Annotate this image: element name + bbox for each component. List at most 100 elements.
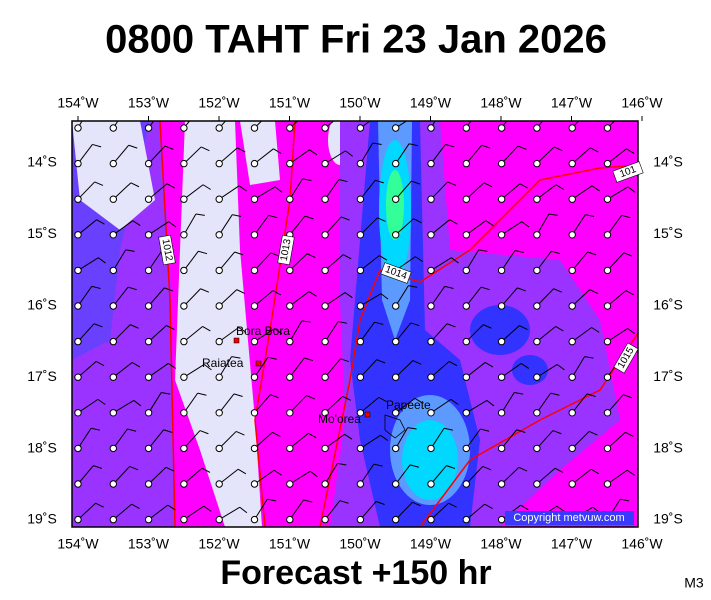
wind-station (321, 266, 329, 275)
wind-station (462, 373, 470, 381)
wind-barb (448, 361, 458, 367)
wind-barb (626, 469, 635, 476)
wind-shaft (395, 464, 411, 485)
wind-shaft (501, 287, 518, 307)
wind-barb (374, 321, 384, 325)
wind-station (250, 124, 259, 132)
wind-barb (165, 466, 175, 472)
wind-barb (125, 249, 135, 252)
wind-station (568, 302, 576, 310)
lon-label-bottom: 152˚W (198, 536, 240, 552)
wind-shaft (643, 179, 656, 199)
wind-barb (301, 320, 311, 323)
wind-station (427, 231, 435, 239)
wind-station (497, 124, 506, 132)
wind-shaft (395, 427, 409, 449)
wind-barb (238, 185, 247, 192)
wind-station (144, 195, 153, 203)
wind-barb (164, 287, 173, 292)
wind-station (392, 444, 400, 453)
wind-shaft (395, 322, 412, 342)
wind-station (568, 444, 576, 453)
wind-shaft (289, 320, 303, 342)
wind-shaft (77, 257, 99, 271)
wind-station (603, 444, 612, 453)
wind-shaft (183, 213, 197, 236)
wind-barb (273, 469, 282, 476)
wind-station (74, 409, 82, 417)
wind-shaft (183, 288, 201, 307)
wind-shaft (324, 433, 345, 449)
wind-shaft (324, 121, 335, 129)
wind-barb (303, 499, 313, 503)
wind-barb (377, 217, 386, 222)
isobar-value: 1012 (160, 238, 175, 262)
wind-station (640, 410, 646, 416)
wind-shaft (218, 356, 232, 378)
wind-shaft (571, 393, 588, 414)
wind-shaft (289, 499, 304, 520)
wind-station (533, 124, 541, 132)
wind-barb (483, 324, 492, 329)
lon-label-top: 147˚W (551, 95, 593, 111)
wind-shaft (254, 121, 263, 129)
wind-barb (304, 215, 314, 220)
wind-station (74, 124, 82, 132)
wind-barb (309, 149, 318, 156)
wind-station (286, 195, 294, 203)
wind-shaft (254, 148, 274, 164)
wind-station (427, 337, 435, 346)
wind-shaft (360, 179, 376, 200)
wind-shaft (430, 257, 452, 271)
wind-barb (304, 357, 314, 361)
wind-barb (627, 186, 636, 193)
wind-barb (451, 257, 459, 264)
lon-label-bottom: 151˚W (269, 536, 311, 552)
wind-shaft (607, 215, 623, 236)
copyright: Copyright metvuw.com (513, 512, 624, 524)
wind-shaft (465, 182, 485, 200)
wind-shaft (536, 392, 552, 414)
wind-barb (127, 286, 137, 291)
lat-label-left: 18˚S (27, 439, 57, 455)
wind-barb (376, 359, 386, 364)
wind-barb (94, 181, 104, 186)
wind-shaft (430, 427, 445, 449)
wind-station (286, 409, 294, 417)
wind-shaft (77, 323, 95, 342)
wind-barb (590, 147, 599, 153)
wind-station (533, 480, 541, 488)
wind-barb (96, 219, 105, 225)
wind-shaft (465, 121, 472, 129)
wind-station (427, 409, 435, 417)
wind-barb (272, 290, 282, 296)
wind-station (109, 124, 118, 132)
wind-barb (92, 143, 102, 148)
map-frame (71, 120, 639, 528)
wind-station (640, 445, 646, 451)
wind-station (497, 266, 506, 275)
wind-station (497, 373, 506, 381)
wind-station (144, 444, 153, 453)
wind-barb (131, 361, 141, 368)
wind-shaft (465, 466, 484, 485)
wind-station (640, 303, 646, 309)
wind-station (462, 124, 470, 132)
wind-shaft (289, 432, 309, 449)
wind-station (568, 195, 576, 203)
wind-station (286, 159, 294, 168)
lon-label-top: 148˚W (480, 95, 522, 111)
wind-barb (656, 179, 665, 181)
wind-barb (166, 183, 176, 189)
wind-station (321, 444, 329, 453)
wind-barb (449, 219, 458, 225)
wind-shaft (359, 321, 375, 342)
wind-shaft (218, 506, 241, 521)
wind-station (497, 409, 506, 417)
wind-shaft (465, 144, 483, 164)
wind-station (533, 302, 541, 310)
wind-barb (626, 148, 635, 154)
wind-station (180, 409, 188, 417)
wind-shaft (218, 393, 235, 414)
wind-shaft (536, 146, 555, 164)
